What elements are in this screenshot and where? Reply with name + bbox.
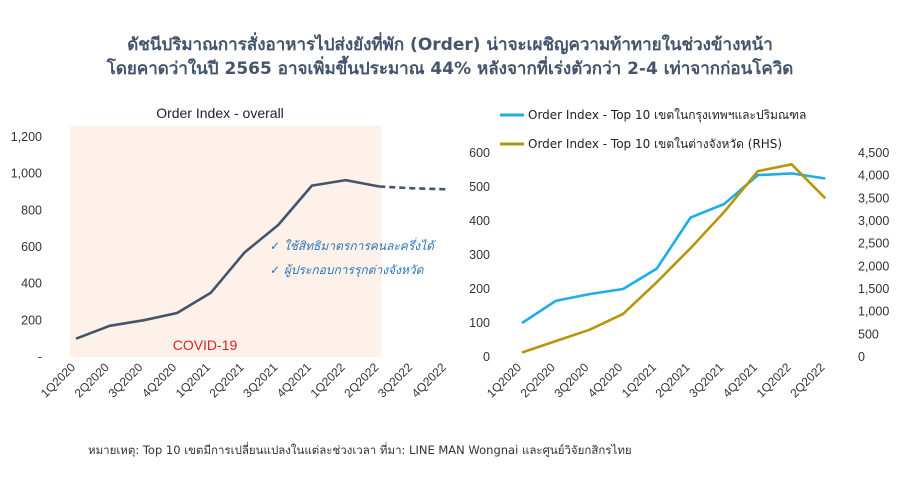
right-y-right-tick-label: 3,500	[858, 191, 889, 205]
left-y-tick-label: 1,000	[11, 167, 42, 181]
left-x-tick-label: 3Q2022	[375, 360, 415, 400]
right-x-tick-label: 2Q2022	[787, 360, 827, 400]
covid-band	[70, 126, 382, 357]
left-chart-title: Order Index - overall	[156, 105, 284, 121]
left-x-tick-label: 2Q2021	[207, 360, 247, 400]
left-y-tick-label: 400	[21, 277, 42, 291]
right-y-left-tick-label: 500	[469, 180, 490, 194]
left-y-tick-label: 800	[21, 203, 42, 217]
right-x-tick-label: 4Q2020	[585, 360, 625, 400]
footnote: หมายเหตุ: Top 10 เขตมีการเปลี่ยนแปลงในแต…	[88, 443, 632, 457]
covid-label: COVID-19	[173, 337, 238, 353]
left-x-tick-label: 2Q2022	[341, 360, 381, 400]
left-y-tick-label: -	[38, 350, 42, 364]
right-y-right-tick-label: 500	[858, 327, 879, 341]
chart-title-line2: โดยคาดว่าในปี 2565 อาจเพิ่มขึ้นประมาณ 44…	[106, 59, 794, 79]
right-y-left-tick-label: 200	[469, 282, 490, 296]
right-x-tick-label: 1Q2022	[754, 360, 794, 400]
left-y-tick-label: 1,200	[11, 130, 42, 144]
right-y-right-tick-label: 4,000	[858, 169, 889, 183]
right-y-right-tick-label: 1,500	[858, 282, 889, 296]
left-x-tick-label: 4Q2022	[409, 360, 449, 400]
right-x-tick-label: 1Q2021	[619, 360, 659, 400]
left-x-tick-label: 3Q2020	[105, 360, 145, 400]
left-x-tick-label: 4Q2020	[139, 360, 179, 400]
right-y-left-tick-label: 600	[469, 146, 490, 160]
chart-title-line1: ดัชนีปริมาณการสั่งอาหารไปส่งยังที่พัก (O…	[127, 35, 773, 55]
right-y-right-tick-label: 4,500	[858, 146, 889, 160]
left-y-tick-label: 200	[21, 313, 42, 327]
right-x-tick-label: 2Q2021	[653, 360, 693, 400]
left-x-tick-label: 4Q2021	[274, 360, 314, 400]
right-y-left-tick-label: 100	[469, 316, 490, 330]
legend-label: Order Index - Top 10 เขตในกรุงเทพฯและปริ…	[528, 108, 806, 123]
right-x-tick-label: 1Q2020	[484, 360, 524, 400]
right-y-left-tick-label: 300	[469, 248, 490, 262]
provincial-series-line	[521, 163, 827, 354]
left-x-tick-label: 3Q2021	[240, 360, 280, 400]
right-y-left-tick-label: 400	[469, 214, 490, 228]
right-y-right-tick-label: 2,000	[858, 259, 889, 273]
left-x-tick-label: 1Q2022	[308, 360, 348, 400]
bkk-series-line	[521, 172, 826, 325]
annotation-note: ✓ ผู้ประกอบการรุกต่างจังหวัด	[270, 263, 425, 278]
left-x-tick-label: 2Q2020	[72, 360, 112, 400]
right-y-right-tick-label: 2,500	[858, 237, 889, 251]
left-y-tick-label: 600	[21, 240, 42, 254]
left-x-tick-label: 1Q2021	[173, 360, 213, 400]
right-y-right-tick-label: 1,000	[858, 305, 889, 319]
annotation-note: ✓ ใช้สิทธิมาตรการคนละครึ่งได้	[270, 237, 437, 253]
overall-line	[75, 178, 380, 340]
overall-forecast-line	[379, 185, 447, 191]
right-y-right-tick-label: 0	[858, 350, 865, 364]
right-x-tick-label: 3Q2020	[551, 360, 591, 400]
right-y-right-tick-label: 3,000	[858, 214, 889, 228]
right-y-left-tick-label: 0	[483, 350, 490, 364]
left-x-tick-label: 1Q2020	[38, 360, 78, 400]
legend-label: Order Index - Top 10 เขตในต่างจังหวัด (R…	[528, 137, 782, 151]
right-x-tick-label: 4Q2021	[720, 360, 760, 400]
right-x-tick-label: 2Q2020	[518, 360, 558, 400]
right-x-tick-label: 3Q2021	[686, 360, 726, 400]
